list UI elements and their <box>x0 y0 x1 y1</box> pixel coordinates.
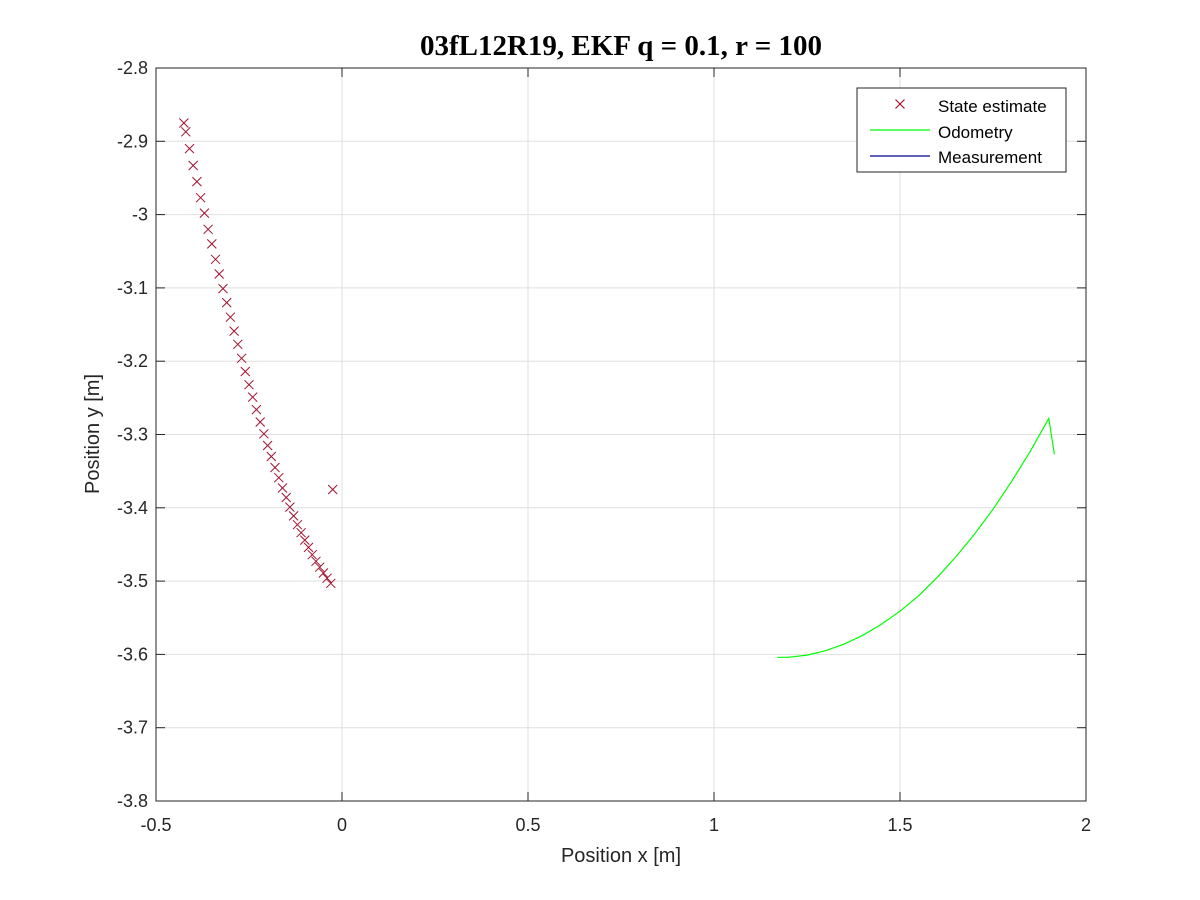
legend-item-measurement: Measurement <box>870 148 1042 167</box>
y-tick-label: -3.2 <box>117 351 148 371</box>
legend-label-odometry: Odometry <box>938 123 1013 142</box>
y-tick-label: -2.9 <box>117 131 148 151</box>
data-point-x-marker <box>251 404 262 415</box>
x-tick-label: 1 <box>709 815 719 835</box>
data-point-x-marker <box>273 472 284 483</box>
legend: State estimate Odometry Measurement <box>856 87 1067 173</box>
legend-label-state-estimate: State estimate <box>938 97 1047 116</box>
ticks: -0.5 0 0.5 1 1.5 2 -3.8 -3.7 -3.6 -3.5 -3.4 -3.3 -3.… <box>117 58 1091 835</box>
data-point-x-marker <box>292 519 303 530</box>
data-point-x-marker <box>296 527 306 538</box>
data-point-x-marker <box>281 492 292 503</box>
data-point-x-marker <box>199 208 210 218</box>
y-tick-label: -3.4 <box>117 498 148 518</box>
x-tick-label: -0.5 <box>140 815 171 835</box>
data-point-x-marker <box>180 126 191 137</box>
data-point-x-marker <box>327 484 338 495</box>
y-tick-label: -3.1 <box>117 278 148 298</box>
data-point-x-marker <box>179 118 189 128</box>
y-tick-label: -3.8 <box>117 791 148 811</box>
data-point-x-marker <box>188 160 199 171</box>
y-tick-label: -3 <box>132 205 148 225</box>
legend-item-odometry: Odometry <box>870 123 1013 142</box>
data-point-x-marker <box>195 192 206 203</box>
data-point-x-marker <box>322 573 332 584</box>
data-point-x-marker <box>184 143 195 154</box>
data-point-x-marker <box>270 462 280 473</box>
y-tick-label: -3.6 <box>117 644 148 664</box>
grid-lines <box>156 68 1086 801</box>
x-tick-label: 2 <box>1081 815 1091 835</box>
data-point-x-marker <box>285 502 295 512</box>
data-point-x-marker <box>192 176 202 187</box>
legend-label-measurement: Measurement <box>938 148 1042 167</box>
chart-title: 03fL12R19, EKF q = 0.1, r = 100 <box>420 30 822 62</box>
data-point-x-marker <box>262 440 273 451</box>
data-point-x-marker <box>225 312 236 323</box>
series-line-odometry <box>777 416 1055 658</box>
data-point-x-marker <box>303 542 314 553</box>
data-point-x-marker <box>247 392 258 402</box>
data-point-x-marker <box>236 353 247 364</box>
data-point-x-marker <box>314 562 325 573</box>
data-point-x-marker <box>214 269 225 279</box>
data-point-x-marker <box>244 379 254 390</box>
data-point-x-marker <box>266 451 277 462</box>
y-tick-label: -3.5 <box>117 571 148 591</box>
data-point-x-marker <box>259 428 269 439</box>
data-point-x-marker <box>277 483 288 493</box>
x-axis-label: Position x [m] <box>561 845 681 867</box>
data-point-x-marker <box>218 283 228 294</box>
x-tick-label: 0.5 <box>515 815 540 835</box>
legend-item-state-estimate: State estimate <box>895 97 1047 116</box>
data-point-x-marker <box>221 297 232 308</box>
x-tick-label: 1.5 <box>887 815 912 835</box>
data-point-x-marker <box>210 254 221 265</box>
y-tick-label: -3.3 <box>117 425 148 445</box>
data-layer <box>179 118 1055 658</box>
data-point-x-marker <box>206 239 217 249</box>
data-point-x-marker <box>203 224 213 235</box>
data-point-x-marker <box>288 511 299 521</box>
y-axis-label: Position y [m] <box>82 374 104 494</box>
data-point-x-marker <box>311 556 321 567</box>
data-point-x-marker <box>318 568 329 578</box>
x-marker-icon <box>895 99 905 109</box>
data-point-x-marker <box>299 535 310 545</box>
data-point-x-marker <box>240 366 251 377</box>
data-point-x-marker <box>232 339 243 350</box>
data-point-x-marker <box>307 549 318 560</box>
y-tick-label: -2.8 <box>117 58 148 78</box>
data-point-x-marker <box>255 417 266 427</box>
y-tick-label: -3.7 <box>117 718 148 738</box>
data-point-x-marker <box>229 326 239 336</box>
data-point-x-marker <box>325 578 336 589</box>
x-tick-label: 0 <box>337 815 347 835</box>
series-markers-state-estimate <box>179 118 338 589</box>
